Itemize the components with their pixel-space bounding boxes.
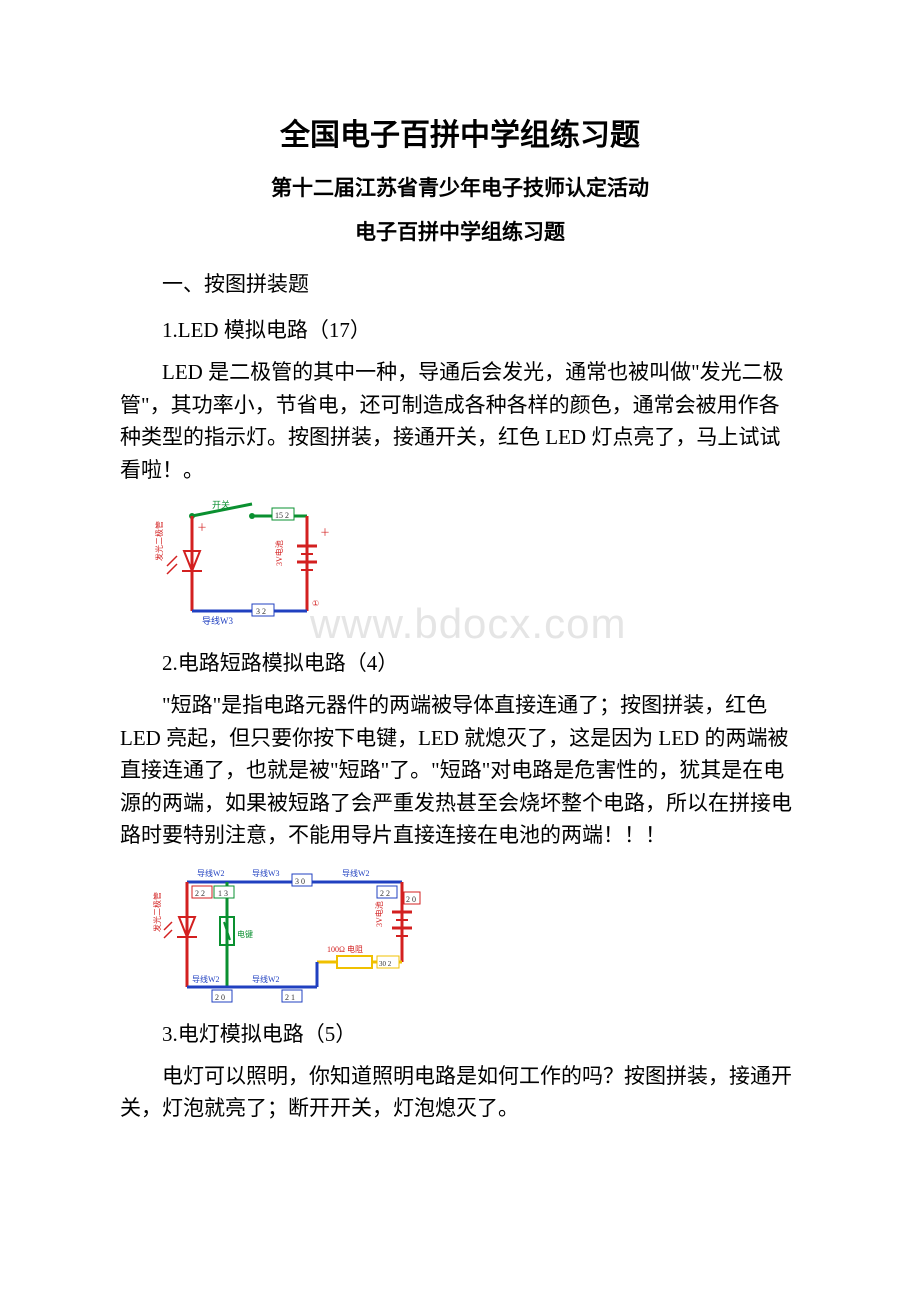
section-heading: 一、按图拼装题 (120, 268, 800, 298)
svg-text:导线W3: 导线W3 (202, 615, 233, 626)
svg-text:2 0: 2 0 (215, 993, 225, 1002)
item2-heading: 2.电路短路模拟电路（4） (120, 647, 800, 677)
svg-text:3V电池: 3V电池 (274, 540, 284, 566)
item3-paragraph: 电灯可以照明，你知道照明电路是如何工作的吗？按图拼装，接通开关，灯泡就亮了；断开… (120, 1060, 800, 1125)
svg-text:导线W2: 导线W2 (342, 868, 370, 878)
svg-text:导线W2: 导线W2 (192, 974, 220, 984)
diagram-1: 开关 15 2 ＋ 3V电池 ① 发光二极管 ＋ 导线W3 3 2 (152, 496, 800, 641)
svg-text:＋: ＋ (197, 523, 207, 534)
svg-text:3V电池: 3V电池 (374, 901, 384, 927)
svg-text:15 2: 15 2 (275, 511, 289, 520)
svg-text:发光二极管: 发光二极管 (152, 892, 162, 932)
svg-text:3 0: 3 0 (295, 877, 305, 886)
diagram-2: 导线W2 导线W3 3 0 导线W2 2 2 发光二极管 2 2 1 3 电键 (152, 862, 800, 1012)
title-sub1: 第十二届江苏省青少年电子技师认定活动 (120, 172, 800, 202)
svg-text:2 1: 2 1 (285, 993, 295, 1002)
item3-heading: 3.电灯模拟电路（5） (120, 1018, 800, 1048)
item1-paragraph: LED 是二极管的其中一种，导通后会发光，通常也被叫做"发光二极管"，其功率小，… (120, 356, 800, 486)
svg-text:电键: 电键 (237, 929, 253, 939)
svg-text:发光二极管: 发光二极管 (154, 521, 164, 561)
svg-text:开关: 开关 (212, 499, 230, 510)
svg-text:2 2: 2 2 (380, 889, 390, 898)
svg-text:①: ① (312, 599, 319, 608)
svg-text:导线W2: 导线W2 (197, 868, 225, 878)
item1-heading: 1.LED 模拟电路（17） (120, 314, 800, 344)
title-main: 全国电子百拼中学组练习题 (120, 110, 800, 154)
svg-text:导线W3: 导线W3 (252, 868, 280, 878)
svg-text:2 0: 2 0 (406, 895, 416, 904)
svg-text:3 2: 3 2 (256, 607, 266, 616)
document-content: 全国电子百拼中学组练习题 第十二届江苏省青少年电子技师认定活动 电子百拼中学组练… (120, 110, 800, 1125)
svg-text:30 2: 30 2 (379, 960, 392, 968)
svg-text:导线W2: 导线W2 (252, 974, 280, 984)
svg-text:1 3: 1 3 (218, 889, 228, 898)
svg-text:＋: ＋ (320, 528, 330, 539)
title-sub2: 电子百拼中学组练习题 (120, 216, 800, 246)
svg-text:2 2: 2 2 (195, 889, 205, 898)
item2-paragraph: "短路"是指电路元器件的两端被导体直接连通了；按图拼装，红色 LED 亮起，但只… (120, 689, 800, 852)
svg-text:100Ω 电阻: 100Ω 电阻 (327, 944, 363, 954)
